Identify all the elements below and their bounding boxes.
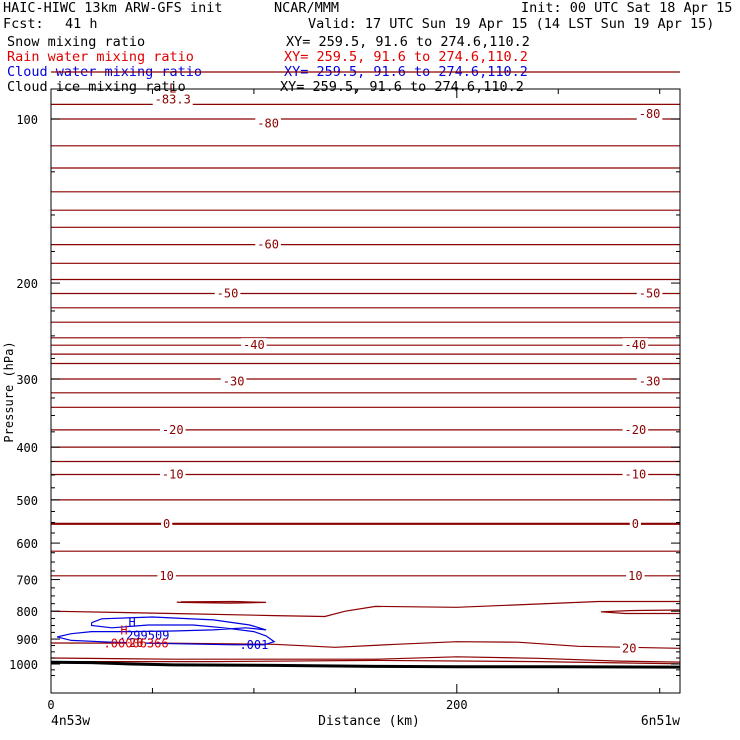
temperature-contour-label: 10 — [628, 569, 642, 583]
temperature-contour-label: -30 — [639, 374, 661, 388]
field-name-rain: Rain water mixing ratio — [7, 49, 194, 65]
y-tick-label: 500 — [16, 494, 38, 508]
contour-label-bg — [214, 286, 241, 300]
contour-label-bg — [636, 374, 663, 388]
contour-label-bg — [255, 116, 281, 130]
contour-label-bg — [157, 568, 176, 582]
temperature-contour-label: 20 — [622, 641, 636, 655]
cloud-water-level-label: .001 — [239, 638, 268, 652]
temperature-contour-label: -50 — [639, 286, 661, 300]
cloud-water-contours — [56, 616, 276, 646]
y-tick-label: 1000 — [9, 658, 38, 672]
contour-labels: -83.3 -80 -80 -60 -50 -50 -40 -40 -30 -30 -20 -20 -1… — [104, 82, 663, 655]
forecast-hours: 41 h — [65, 16, 98, 32]
rain-water-max-marker: H — [120, 623, 127, 637]
valid-time: Valid: 17 UTC Sun 19 Apr 15 (14 LST Sun … — [308, 16, 715, 32]
forecast-label: Fcst: — [3, 16, 44, 32]
temperature-contour-label: 0 — [163, 517, 170, 531]
temperature-contour-line — [50, 600, 680, 618]
temperature-contour-label: -60 — [257, 238, 279, 252]
rain-water-max-value: .00006366 — [104, 636, 169, 650]
temperature-contour-label: -40 — [625, 338, 647, 352]
y-tick-label: 900 — [16, 633, 38, 647]
y-axis-label: Pressure (hPa) — [2, 341, 16, 442]
contour-label-bg — [626, 568, 645, 582]
init-time: Init: 00 UTC Sat 18 Apr 15 — [521, 0, 733, 16]
contour-label-bg — [159, 422, 186, 436]
field-name-snow: Snow mixing ratio — [7, 34, 146, 50]
model-title: HAIC-HIWC 13km ARW-GFS init — [3, 0, 223, 16]
contour-label-bg — [620, 641, 639, 655]
temperature-contour-label: -80 — [639, 107, 661, 121]
cloud-water-max-value: .299509 — [119, 628, 170, 642]
temperature-contour-label: -20 — [162, 423, 184, 437]
y-tick-label: 800 — [16, 605, 38, 619]
contour-label-bg — [127, 635, 146, 649]
x-tick-label: 200 — [446, 698, 468, 712]
temperature-contour-label: -83.3 — [155, 92, 191, 106]
x-tick-label: 0 — [47, 698, 54, 712]
terrain-line — [50, 660, 681, 669]
y-tick-label: 700 — [16, 574, 38, 588]
temperature-contour-label: -40 — [243, 338, 265, 352]
temperature-contour-label: -30 — [223, 374, 245, 388]
temperature-contour-label: -10 — [162, 467, 184, 481]
temperature-contour-label: 20 — [129, 636, 143, 650]
temperature-contour-line — [176, 600, 267, 604]
contour-label-bg — [636, 107, 663, 121]
y-tick-label: 300 — [16, 373, 38, 387]
y-tick-label: 200 — [16, 277, 38, 291]
temperature-contour-label: 0 — [632, 517, 639, 531]
temperature-contour-line — [51, 659, 681, 665]
field-name-cloud-ice: Cloud ice mixing ratio — [7, 79, 186, 95]
temperature-contour-label: -10 — [625, 467, 647, 481]
contour-label-bg — [159, 467, 186, 481]
field-xy-rain: XY= 259.5, 91.6 to 274.6,110.2 — [284, 49, 528, 65]
y-tick-label: 600 — [16, 537, 38, 551]
contour-label-bg — [622, 338, 649, 352]
terrain-line — [50, 660, 681, 669]
contour-label-bg — [152, 92, 193, 106]
cloud-water-contour-line — [56, 616, 276, 646]
contour-label-bg — [241, 338, 267, 352]
temperature-contour-line — [50, 641, 681, 649]
temperature-contour-label: -80 — [257, 117, 279, 131]
y-tick-label: 400 — [16, 441, 38, 455]
field-xy-snow: XY= 259.5, 91.6 to 274.6,110.2 — [286, 34, 530, 50]
temperature-contour-label: -20 — [625, 423, 647, 437]
plot-frame — [50, 88, 681, 694]
contour-label-bg — [629, 516, 641, 530]
contour-label-bg — [161, 516, 173, 530]
temperature-contour-line — [600, 609, 681, 615]
right-endpoint-label: 6n51w — [641, 714, 680, 729]
temperature-contour-label: -50 — [217, 286, 239, 300]
left-endpoint-label: 4n53w — [51, 714, 90, 729]
contour-label-bg — [255, 237, 281, 251]
contour-label-bg — [636, 286, 663, 300]
contour-label-bg — [622, 422, 649, 436]
x-axis-label: Distance (km) — [318, 714, 420, 729]
contour-label-bg — [220, 374, 247, 388]
y-tick-label: 100 — [16, 113, 38, 127]
temperature-contour-label: 10 — [159, 569, 173, 583]
cloud-water-max-marker: H — [129, 615, 136, 629]
temperature-contours — [50, 71, 681, 665]
contour-label-bg — [622, 467, 649, 481]
temperature-contour-line — [50, 656, 681, 663]
org-label: NCAR/MMM — [274, 0, 340, 16]
